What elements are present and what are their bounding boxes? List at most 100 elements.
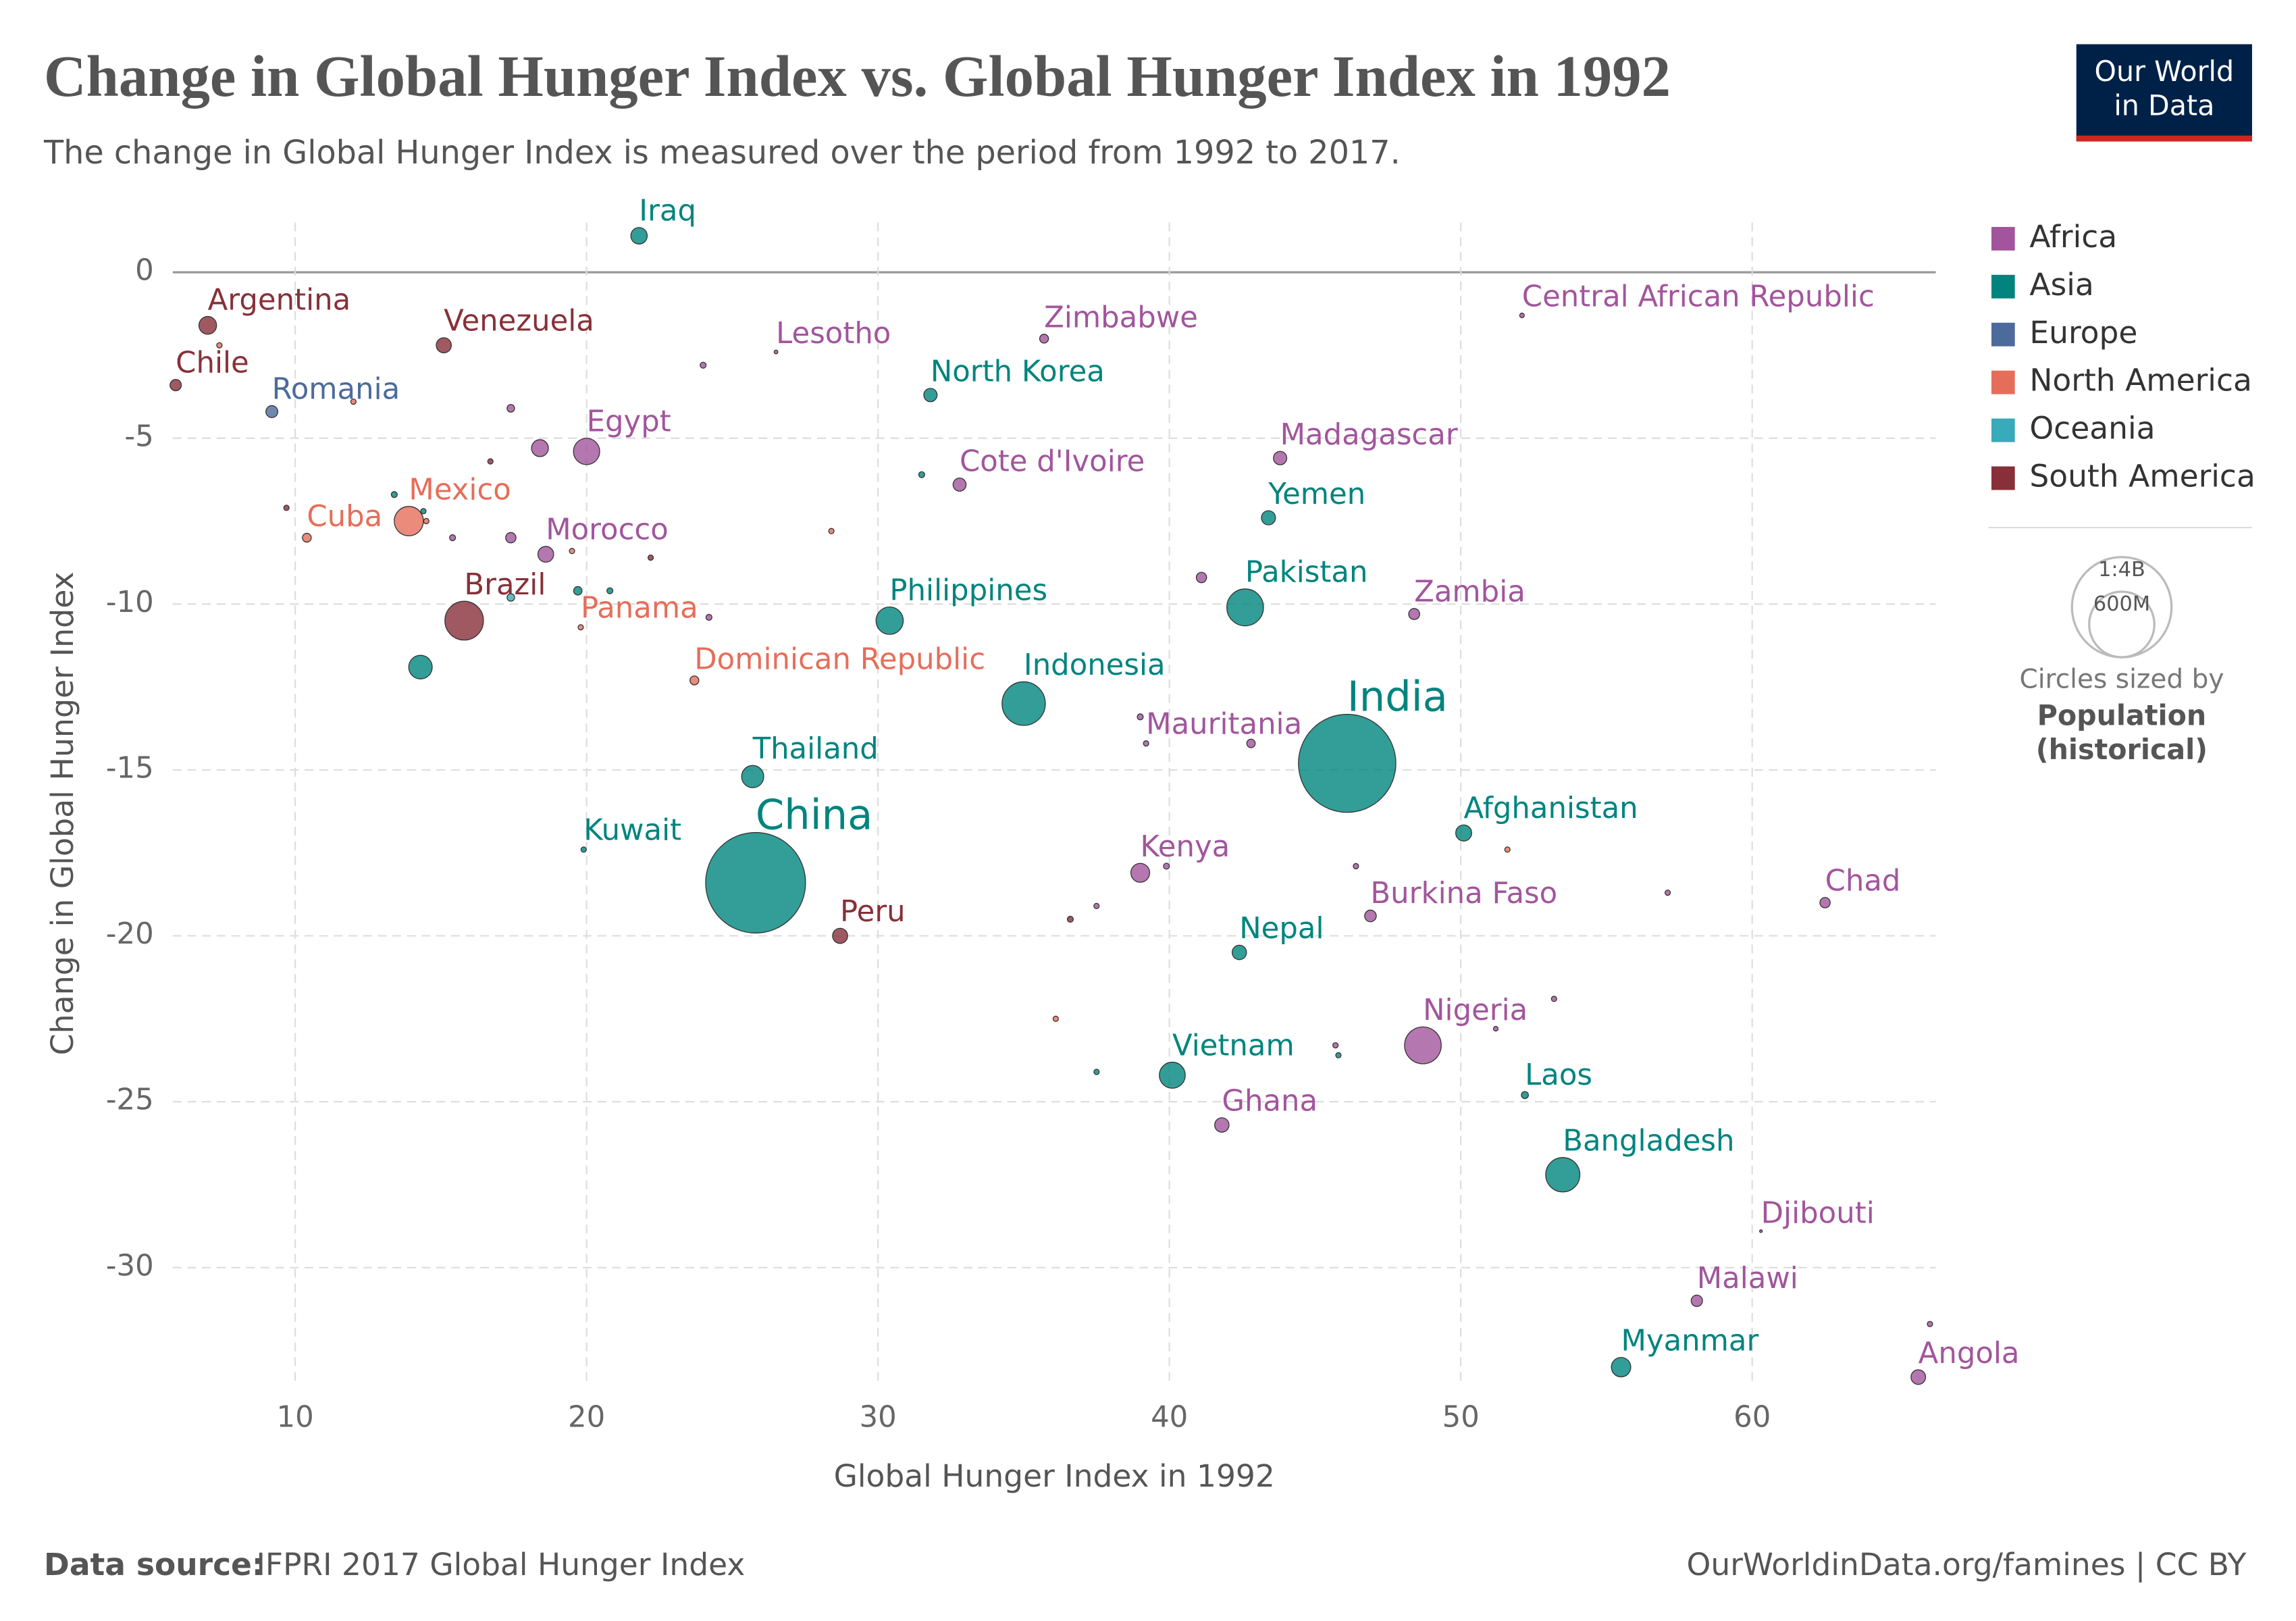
- logo-text: Our World: [2095, 55, 2235, 88]
- bubble: [1137, 713, 1144, 721]
- subtitle: The change in Global Hunger Index is mea…: [43, 134, 1401, 172]
- point-label: Angola: [1919, 1337, 2020, 1370]
- point-label: Egypt: [587, 405, 671, 438]
- bubble: [169, 379, 182, 392]
- bubble: [1163, 863, 1170, 870]
- point-label: Bangladesh: [1563, 1124, 1734, 1158]
- point-label: Zimbabwe: [1044, 301, 1198, 334]
- point-label: Dominican Republic: [694, 642, 985, 676]
- point-label: Madagascar: [1280, 418, 1458, 452]
- bubble: [1504, 846, 1511, 853]
- point-label: Ghana: [1222, 1084, 1317, 1118]
- y-tick-label: -10: [106, 586, 154, 619]
- bubble: [1611, 1357, 1632, 1378]
- point-label: Mauritania: [1146, 707, 1302, 741]
- bubble: [1130, 863, 1151, 883]
- bubble: [1519, 312, 1525, 319]
- legend-label: North America: [2029, 363, 2252, 398]
- bubble: [606, 587, 614, 594]
- bubble: [580, 846, 587, 853]
- y-tick-label: -15: [106, 751, 154, 785]
- bubble: [216, 342, 223, 349]
- bubble: [1550, 996, 1557, 1002]
- bubble: [506, 593, 515, 602]
- logo: [2076, 44, 2252, 142]
- legend-swatch: [1991, 274, 2015, 299]
- bubble: [487, 458, 494, 465]
- point-label: Mexico: [409, 473, 511, 507]
- point-label: Central African Republic: [1522, 280, 1875, 313]
- y-tick-label: 0: [135, 254, 154, 288]
- point-label: Panama: [581, 591, 698, 625]
- bubble: [705, 613, 712, 621]
- point-label: Brazil: [464, 568, 546, 602]
- bubble: [1093, 1069, 1100, 1075]
- bubble: [1226, 588, 1264, 627]
- bubble: [506, 404, 515, 413]
- x-axis-title: Global Hunger Index in 1992: [834, 1458, 1275, 1494]
- bubble: [1521, 1091, 1529, 1100]
- x-tick-label: 30: [860, 1401, 897, 1435]
- size-legend-circle: [2088, 590, 2156, 659]
- bubble: [569, 548, 575, 555]
- bubble: [952, 478, 967, 492]
- point-label: Kenya: [1141, 830, 1230, 864]
- bubble: [1298, 713, 1397, 813]
- bubble: [1759, 1229, 1763, 1233]
- source-label: Data source:: [44, 1547, 264, 1583]
- size-variable-note: (historical): [2036, 734, 2208, 766]
- bubble: [773, 349, 779, 355]
- bubble: [1690, 1294, 1703, 1307]
- point-label: Zambia: [1414, 575, 1525, 609]
- legend-swatch: [1991, 322, 2015, 346]
- bubble: [1404, 1026, 1442, 1064]
- point-label: Afghanistan: [1464, 792, 1638, 825]
- chart-title: Change in Global Hunger Index vs. Global…: [44, 43, 1671, 109]
- bubble: [436, 337, 452, 354]
- logo-bar: [2076, 135, 2252, 142]
- bubble: [705, 831, 806, 934]
- point-label: Cote d'Ivoire: [960, 444, 1145, 478]
- bubble: [741, 765, 764, 788]
- bubble: [531, 439, 549, 457]
- point-label: Iraq: [639, 194, 696, 228]
- bubble: [1455, 824, 1472, 842]
- bubble: [537, 546, 554, 563]
- bubble: [265, 405, 279, 418]
- source-url: OurWorldinData.org/famines | CC BY: [1687, 1547, 2247, 1583]
- point-label: Laos: [1525, 1058, 1592, 1092]
- legend-label: Africa: [2029, 219, 2117, 255]
- bubble: [198, 315, 217, 335]
- source: IFPRI 2017 Global Hunger Index: [256, 1547, 745, 1583]
- x-tick-label: 60: [1733, 1401, 1771, 1435]
- bubble: [1492, 1026, 1499, 1032]
- point-label: Thailand: [752, 732, 879, 766]
- bubble: [630, 227, 648, 245]
- bubble: [1093, 902, 1100, 909]
- y-tick-label: -30: [106, 1249, 154, 1283]
- bubble: [1910, 1369, 1927, 1385]
- bubble: [573, 586, 583, 596]
- bubble: [420, 508, 427, 515]
- bubble: [1214, 1117, 1230, 1133]
- bubble: [505, 532, 517, 544]
- point-label: North Korea: [931, 355, 1105, 389]
- bubble: [1273, 451, 1288, 465]
- x-tick-label: 10: [277, 1401, 314, 1435]
- point-label: Peru: [840, 895, 906, 929]
- bubble: [408, 654, 433, 679]
- bubble: [1052, 1015, 1059, 1023]
- bubble: [423, 517, 429, 525]
- point-label: Djibouti: [1761, 1196, 1875, 1230]
- point-label: Morocco: [546, 513, 669, 547]
- bubble: [828, 528, 835, 534]
- bubble: [918, 471, 925, 478]
- point-label: Philippines: [889, 573, 1047, 607]
- bubble: [689, 675, 700, 686]
- point-label: Burkina Faso: [1370, 877, 1557, 910]
- bubble: [1261, 510, 1276, 525]
- point-label: Kuwait: [583, 813, 681, 847]
- bubble: [1335, 1052, 1342, 1059]
- point-label: Nepal: [1239, 912, 1324, 946]
